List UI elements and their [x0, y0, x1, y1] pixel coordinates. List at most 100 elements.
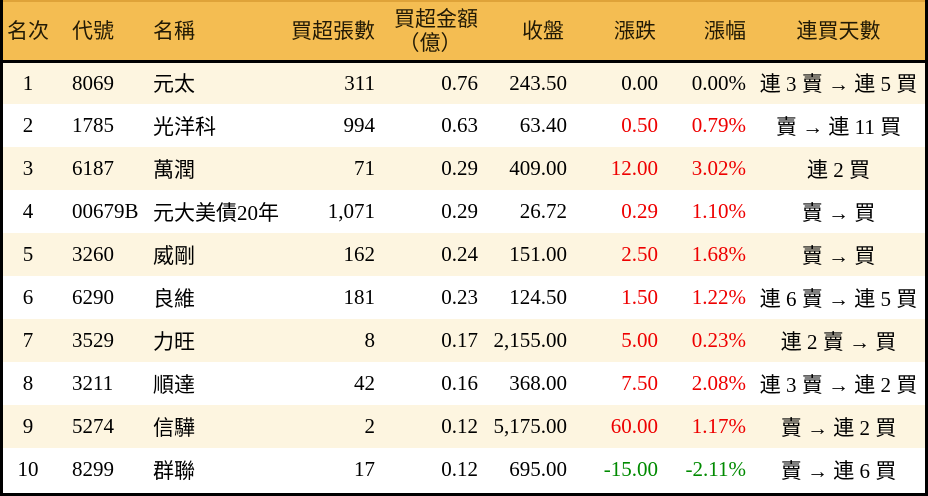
cell-streak: 賣 → 連 2 買: [752, 405, 925, 448]
cell-name: 光洋科: [145, 104, 290, 147]
cell-pct: 0.00%: [664, 61, 752, 104]
cell-shares: 2: [290, 405, 382, 448]
cell-pct: 2.08%: [664, 362, 752, 405]
cell-name: 力旺: [145, 319, 290, 362]
cell-pct: 1.22%: [664, 276, 752, 319]
cell-change: 2.50: [574, 233, 664, 276]
cell-close: 63.40: [486, 104, 574, 147]
cell-change: 0.29: [574, 190, 664, 233]
cell-shares: 71: [290, 147, 382, 190]
cell-name: 群聯: [145, 448, 290, 491]
cell-amount: 0.24: [382, 233, 486, 276]
cell-change: 12.00: [574, 147, 664, 190]
header-change: 漲跌: [574, 0, 664, 63]
cell-pct: 3.02%: [664, 147, 752, 190]
cell-streak: 連 6 賣 → 連 5 買: [752, 276, 925, 319]
cell-streak: 連 2 買: [752, 147, 925, 190]
header-close: 收盤: [486, 0, 574, 63]
cell-rank: 9: [3, 405, 53, 448]
cell-change: 0.50: [574, 104, 664, 147]
cell-amount: 0.29: [382, 147, 486, 190]
header-code: 代號: [53, 0, 145, 63]
cell-pct: 1.17%: [664, 405, 752, 448]
cell-streak: 連 3 賣 → 連 2 買: [752, 362, 925, 405]
cell-pct: 0.23%: [664, 319, 752, 362]
cell-name: 良維: [145, 276, 290, 319]
cell-close: 409.00: [486, 147, 574, 190]
cell-close: 5,175.00: [486, 405, 574, 448]
cell-streak: 賣 → 連 6 買: [752, 448, 925, 491]
cell-rank: 8: [3, 362, 53, 405]
cell-code: 8069: [53, 61, 145, 104]
cell-streak: 連 2 賣 → 買: [752, 319, 925, 362]
cell-name: 元太: [145, 61, 290, 104]
cell-change: 60.00: [574, 405, 664, 448]
cell-amount: 0.16: [382, 362, 486, 405]
cell-change: 1.50: [574, 276, 664, 319]
table-row: 1 8069 元太 311 0.76 243.50 0.00 0.00% 連 3 賣 → 連 5…: [3, 61, 925, 104]
cell-rank: 1: [3, 61, 53, 104]
cell-close: 695.00: [486, 448, 574, 491]
table-row: 3 6187 萬潤 71 0.29 409.00 12.00 3.02% 連 2 買: [3, 147, 925, 190]
cell-amount: 0.29: [382, 190, 486, 233]
cell-close: 368.00: [486, 362, 574, 405]
table-body: 1 8069 元太 311 0.76 243.50 0.00 0.00% 連 3 賣 → 連 5…: [3, 61, 925, 491]
header-name: 名稱: [145, 0, 290, 63]
cell-amount: 0.12: [382, 448, 486, 491]
cell-amount: 0.17: [382, 319, 486, 362]
table-row: 5 3260 威剛 162 0.24 151.00 2.50 1.68% 賣 → 買: [3, 233, 925, 276]
cell-pct: 1.10%: [664, 190, 752, 233]
cell-amount: 0.76: [382, 61, 486, 104]
cell-name: 威剛: [145, 233, 290, 276]
table-row: 2 1785 光洋科 994 0.63 63.40 0.50 0.79% 賣 → 連 11 買: [3, 104, 925, 147]
cell-code: 6187: [53, 147, 145, 190]
cell-code: 3529: [53, 319, 145, 362]
cell-code: 00679B: [53, 190, 145, 233]
cell-pct: 0.79%: [664, 104, 752, 147]
header-amount-line2: （億）: [398, 30, 462, 55]
table-row: 7 3529 力旺 8 0.17 2,155.00 5.00 0.23% 連 2 賣 → 買: [3, 319, 925, 362]
cell-rank: 3: [3, 147, 53, 190]
cell-code: 8299: [53, 448, 145, 491]
cell-rank: 4: [3, 190, 53, 233]
cell-code: 5274: [53, 405, 145, 448]
cell-code: 3211: [53, 362, 145, 405]
cell-streak: 賣 → 買: [752, 233, 925, 276]
cell-close: 124.50: [486, 276, 574, 319]
cell-change: 5.00: [574, 319, 664, 362]
cell-streak: 賣 → 買: [752, 190, 925, 233]
cell-close: 151.00: [486, 233, 574, 276]
table-row: 4 00679B 元大美債20年 1,071 0.29 26.72 0.29 1.10% 賣 →…: [3, 190, 925, 233]
cell-change: 0.00: [574, 61, 664, 104]
table-row: 10 8299 群聯 17 0.12 695.00 -15.00 -2.11% 賣 → 連 6 …: [3, 448, 925, 491]
cell-name: 順達: [145, 362, 290, 405]
cell-close: 243.50: [486, 61, 574, 104]
cell-code: 1785: [53, 104, 145, 147]
header-amount-line1: 買超金額: [394, 6, 478, 31]
cell-change: -15.00: [574, 448, 664, 491]
cell-name: 信驊: [145, 405, 290, 448]
table-header: 名次 代號 名稱 買超張數 買超金額 （億） 收盤 漲跌 漲幅 連買天數: [3, 0, 925, 63]
cell-amount: 0.12: [382, 405, 486, 448]
header-row: 名次 代號 名稱 買超張數 買超金額 （億） 收盤 漲跌 漲幅 連買天數: [3, 0, 925, 63]
cell-change: 7.50: [574, 362, 664, 405]
cell-streak: 連 3 賣 → 連 5 買: [752, 61, 925, 104]
header-rank: 名次: [3, 0, 53, 63]
cell-name: 萬潤: [145, 147, 290, 190]
table-row: 8 3211 順達 42 0.16 368.00 7.50 2.08% 連 3 賣 → 連 2 …: [3, 362, 925, 405]
header-shares: 買超張數: [290, 0, 382, 63]
table-row: 9 5274 信驊 2 0.12 5,175.00 60.00 1.17% 賣 → 連 2 買: [3, 405, 925, 448]
table-row: 6 6290 良維 181 0.23 124.50 1.50 1.22% 連 6 賣 → 連 5…: [3, 276, 925, 319]
cell-close: 2,155.00: [486, 319, 574, 362]
cell-close: 26.72: [486, 190, 574, 233]
cell-rank: 2: [3, 104, 53, 147]
cell-shares: 311: [290, 61, 382, 104]
cell-pct: 1.68%: [664, 233, 752, 276]
cell-code: 3260: [53, 233, 145, 276]
cell-shares: 1,071: [290, 190, 382, 233]
cell-name: 元大美債20年: [145, 190, 290, 233]
cell-shares: 17: [290, 448, 382, 491]
cell-code: 6290: [53, 276, 145, 319]
cell-rank: 10: [3, 448, 53, 491]
cell-amount: 0.23: [382, 276, 486, 319]
